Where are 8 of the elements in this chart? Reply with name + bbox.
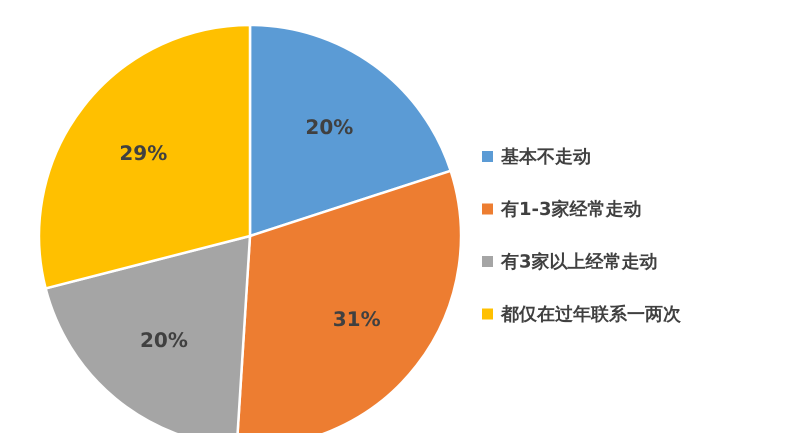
legend-label: 都仅在过年联系一两次: [500, 304, 682, 325]
data-label: 29%: [119, 141, 168, 166]
legend-label: 基本不走动: [500, 146, 591, 168]
data-label: 20%: [140, 328, 188, 352]
data-label: 31%: [332, 306, 381, 331]
legend-label: 有1-3家经常走动: [500, 199, 642, 220]
legend-label: 有3家以上经常走动: [500, 252, 658, 272]
data-label: 20%: [305, 114, 354, 139]
